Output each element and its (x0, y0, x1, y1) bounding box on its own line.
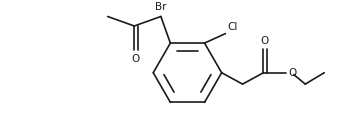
Text: O: O (260, 36, 269, 46)
Text: Br: Br (155, 2, 167, 12)
Text: Cl: Cl (227, 22, 238, 32)
Text: O: O (288, 68, 296, 78)
Text: O: O (131, 54, 139, 63)
